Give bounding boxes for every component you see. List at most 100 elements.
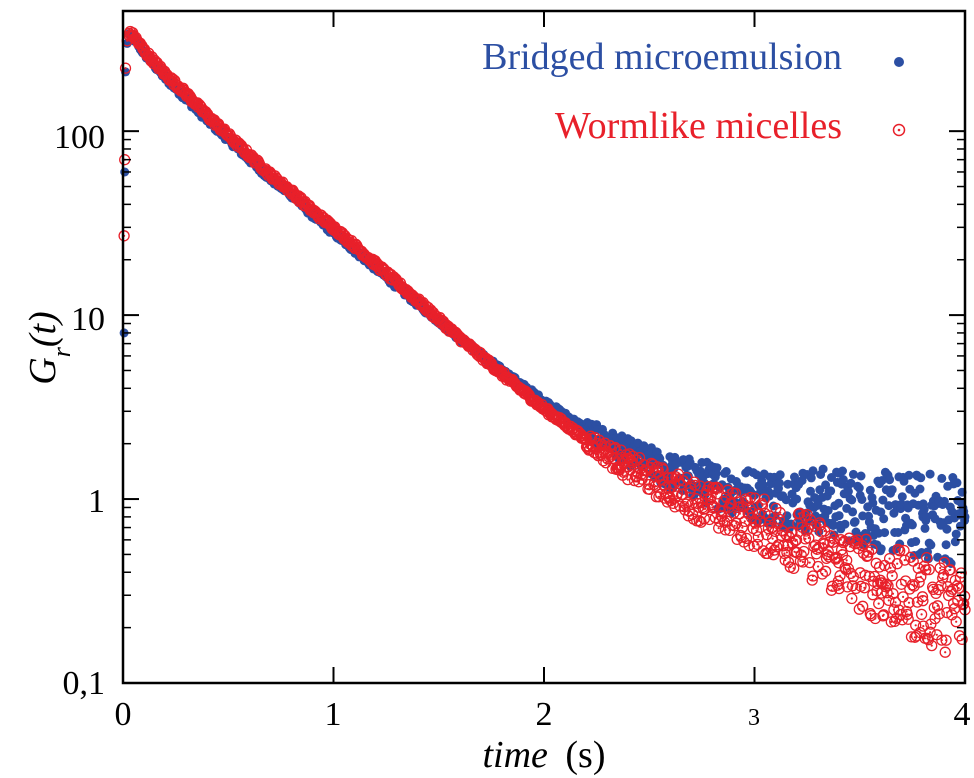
data-point-series-0 [712, 463, 722, 473]
data-point-series-1-center [927, 638, 930, 641]
data-point-series-1 [119, 62, 132, 74]
legend-marker-wormlike [892, 123, 906, 137]
data-point-series-1-center [916, 601, 919, 604]
data-point-series-1-center [936, 604, 939, 607]
data-point-series-1-center [841, 553, 844, 556]
data-point-series-1-center [826, 553, 829, 556]
data-point-series-0 [941, 540, 951, 550]
data-point-series-1 [823, 551, 835, 563]
data-point-series-1-center [832, 541, 835, 544]
data-point-series-1-center [785, 551, 789, 554]
data-point-series-1-center [950, 590, 953, 593]
data-point-series-1 [897, 591, 909, 603]
data-point-series-1-center [803, 514, 806, 518]
data-point-series-1 [866, 543, 878, 556]
data-point-series-1-center [891, 592, 895, 595]
data-point-series-0 [823, 506, 833, 515]
data-point-series-1-center [838, 587, 841, 590]
data-point-series-1-center [757, 535, 760, 539]
data-point-series-1-center [834, 558, 837, 561]
data-point-series-1 [913, 576, 925, 588]
x-tick-label-4: 4 [954, 696, 971, 733]
data-point-series-1-center [755, 529, 758, 532]
data-point-series-1 [917, 620, 929, 632]
data-point-series-1-center [721, 509, 725, 513]
data-point-series-0 [871, 505, 881, 515]
data-point-series-1-center [626, 478, 629, 481]
data-point-series-1-center [944, 651, 947, 654]
data-point-series-1-center [710, 495, 713, 498]
x-tick-label-2: 2 [536, 696, 553, 733]
data-point-series-0 [939, 496, 949, 506]
data-point-series-1-center [590, 437, 593, 440]
data-point-series-0 [952, 478, 962, 488]
data-point-series-0 [926, 540, 936, 550]
data-point-series-1-center [768, 514, 771, 518]
data-point-series-1-center [726, 520, 729, 523]
data-point-series-1-center [778, 518, 781, 521]
data-point-series-1-center [790, 531, 794, 534]
data-point-series-1 [769, 525, 781, 538]
data-point-series-0 [764, 491, 774, 501]
data-point-series-1 [922, 634, 935, 646]
data-point-series-1 [834, 570, 846, 582]
data-point-series-1 [819, 565, 832, 577]
data-point-series-0 [721, 467, 731, 476]
data-point-series-1-center [911, 583, 914, 586]
data-point-series-1-center [887, 599, 890, 602]
y-tick-label-3: 100 [54, 119, 105, 156]
data-point-series-1 [609, 441, 621, 454]
y-axis-title-argument: (t) [22, 311, 64, 347]
data-point-series-1-center [717, 527, 720, 530]
data-point-series-1-center [664, 486, 667, 489]
data-point-series-1 [713, 522, 725, 534]
data-point-series-1 [957, 598, 969, 611]
data-point-series-1 [666, 471, 679, 483]
data-point-series-0 [885, 475, 895, 485]
data-point-series-1 [940, 634, 952, 646]
x-tick-label-3: 3 [748, 705, 760, 731]
data-point-series-1-center [805, 529, 808, 533]
data-point-series-1 [921, 551, 933, 564]
data-point-series-1-center [612, 457, 615, 460]
data-point-series-1-center [884, 585, 887, 588]
x-axis-title-unit: (s) [565, 734, 605, 776]
data-point-series-1 [882, 580, 894, 592]
data-point-series-1-center [685, 476, 688, 479]
data-point-series-1-center [949, 568, 952, 571]
data-point-series-1-center [845, 559, 848, 562]
data-point-series-1-center [896, 562, 899, 565]
data-point-series-1-center [866, 554, 869, 557]
data-point-series-1-center [904, 579, 907, 583]
data-point-series-1-center [712, 505, 715, 508]
data-point-series-1-center [920, 613, 923, 616]
data-point-series-1-center [824, 570, 827, 573]
data-point-series-1-center [609, 455, 613, 458]
data-point-series-0 [797, 476, 807, 486]
data-point-series-1-center [661, 466, 664, 469]
data-point-series-1-center [738, 512, 741, 515]
data-point-series-1 [766, 522, 778, 534]
data-point-series-1-center [730, 502, 733, 505]
data-point-series-0 [775, 470, 785, 480]
data-point-series-0 [840, 519, 850, 529]
data-point-series-1-center [600, 443, 603, 446]
data-point-series-1 [740, 532, 753, 545]
data-point-series-1-center [638, 456, 641, 459]
data-point-series-1 [729, 520, 741, 532]
data-point-series-0 [856, 471, 866, 481]
data-point-series-0 [879, 514, 889, 524]
data-point-series-1 [862, 546, 875, 558]
data-point-series-1-center [961, 638, 964, 641]
data-point-series-1 [773, 513, 785, 525]
data-point-series-1-center [869, 612, 872, 615]
data-point-series-1-center [903, 559, 906, 562]
data-point-series-1-center [715, 486, 718, 489]
data-point-series-1-center [925, 556, 928, 559]
data-point-series-1-center [794, 539, 797, 543]
data-point-series-0 [925, 469, 935, 479]
data-point-series-1 [677, 475, 690, 487]
data-point-series-1-center [716, 487, 720, 490]
data-point-series-1 [832, 575, 844, 587]
data-point-series-0 [907, 520, 917, 530]
